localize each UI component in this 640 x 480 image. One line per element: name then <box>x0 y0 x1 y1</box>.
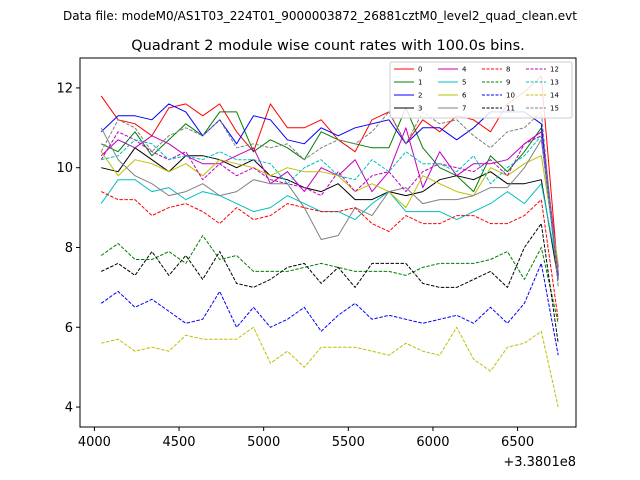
series-line-11 <box>100 223 559 344</box>
legend-label-2: 2 <box>418 92 422 100</box>
legend-label-15: 15 <box>550 105 559 113</box>
y-tick-label: 4 <box>65 401 73 416</box>
legend-label-7: 7 <box>462 105 466 113</box>
legend-label-11: 11 <box>506 105 515 113</box>
y-tick-label: 12 <box>56 81 73 96</box>
chart-suptitle: Data file: modeM0/AS1T03_224T01_90000038… <box>63 9 577 23</box>
y-tick-label: 8 <box>65 241 73 256</box>
x-tick-label: 4000 <box>78 435 111 450</box>
series-line-14 <box>101 326 559 408</box>
legend-label-8: 8 <box>506 66 510 74</box>
series-line-13 <box>101 135 559 284</box>
series-line-8 <box>100 191 559 320</box>
legend-box <box>389 61 573 119</box>
x-offset-label: +3.3801e8 <box>503 455 576 470</box>
series-line-7 <box>100 127 559 272</box>
legend-label-6: 6 <box>462 92 467 100</box>
legend-label-14: 14 <box>550 92 559 100</box>
legend-label-0: 0 <box>418 66 422 74</box>
series-line-3 <box>101 147 559 280</box>
series-line-4 <box>100 127 559 268</box>
x-tick-label: 6000 <box>416 435 449 450</box>
legend-label-4: 4 <box>462 66 467 74</box>
legend-label-12: 12 <box>550 66 559 74</box>
x-tick-label: 5000 <box>247 435 280 450</box>
legend-label-9: 9 <box>506 79 510 87</box>
legend-label-13: 13 <box>550 79 559 87</box>
legend-label-10: 10 <box>506 92 515 100</box>
x-tick-label: 6500 <box>501 435 534 450</box>
x-tick-label: 5500 <box>332 435 365 450</box>
series-line-15 <box>100 111 559 288</box>
series-line-9 <box>100 235 559 324</box>
y-tick-label: 10 <box>56 161 73 176</box>
x-axis: 4000 4500 5000 5500 6000 6500 <box>78 427 534 450</box>
legend-label-1: 1 <box>418 79 422 87</box>
y-tick-label: 6 <box>65 321 73 336</box>
series-line-12 <box>100 131 559 280</box>
legend-label-3: 3 <box>418 105 422 113</box>
plot-frame <box>79 57 577 428</box>
series-line-2 <box>100 103 559 276</box>
chart-title: Quadrant 2 module wise count rates with … <box>131 38 525 54</box>
legend-label-5: 5 <box>462 79 466 87</box>
y-axis: 4 6 8 10 12 <box>56 81 80 416</box>
x-tick-label: 4500 <box>162 435 195 450</box>
series-line-10 <box>100 262 559 356</box>
series-line-6 <box>100 151 559 264</box>
series-line-0 <box>100 75 559 276</box>
series-layer <box>100 75 559 408</box>
